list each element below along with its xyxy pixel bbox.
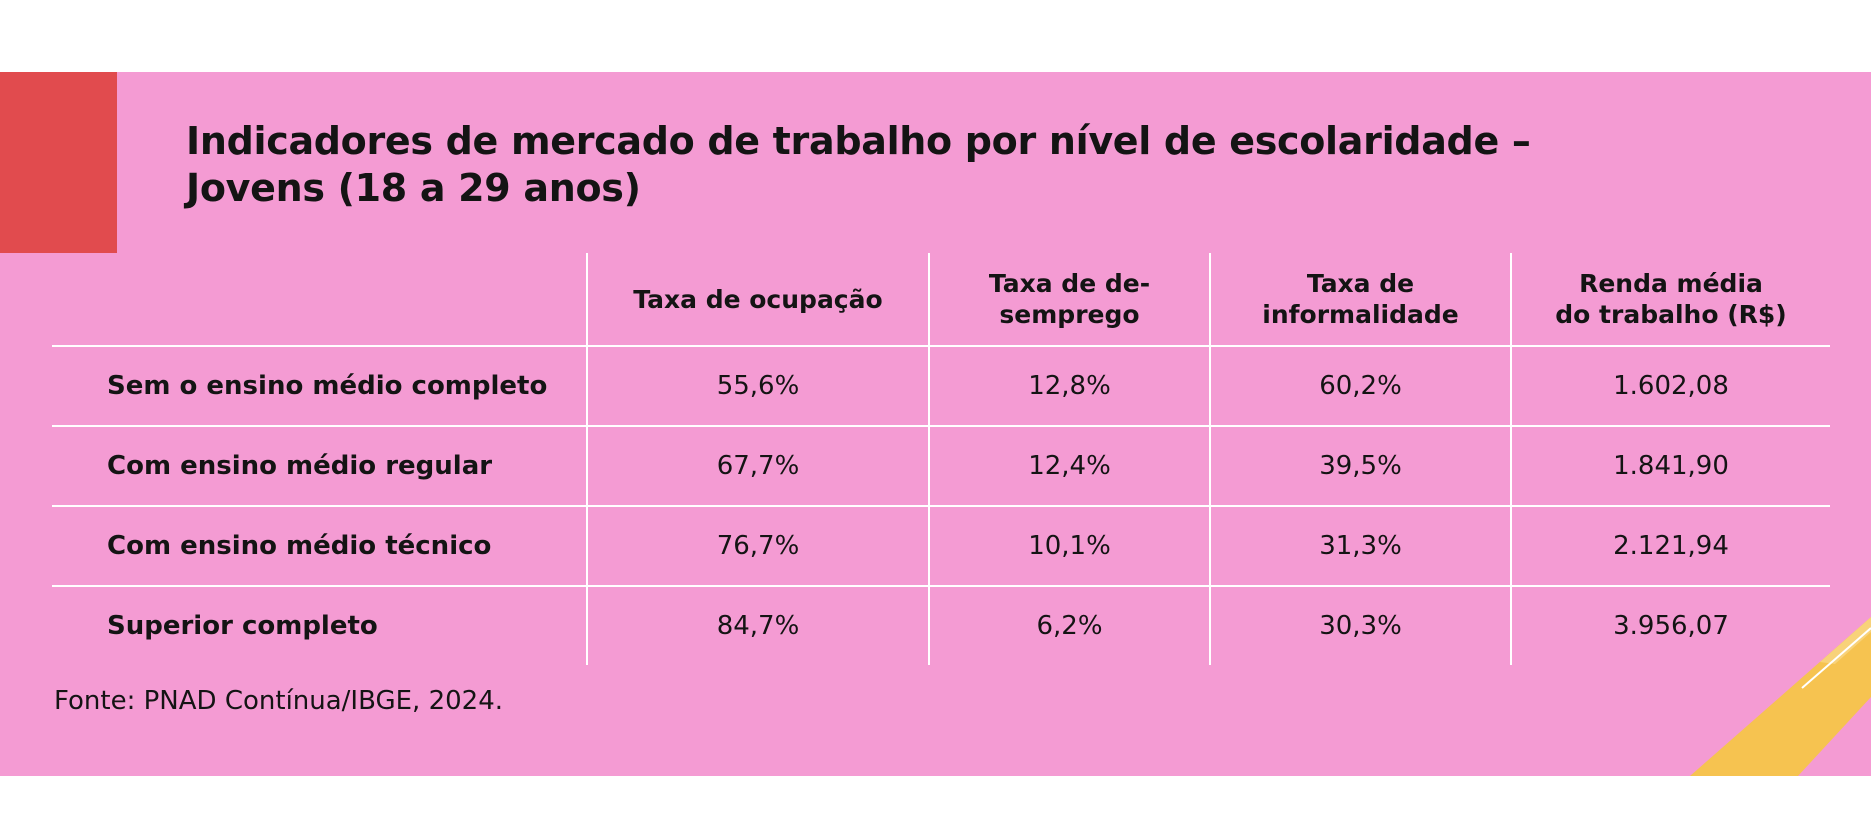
row-label: Com ensino médio regular: [107, 451, 493, 481]
table-row: Com ensino médio técnico 76,7% 10,1% 31,…: [52, 507, 1830, 587]
cell-taxa-ocupacao: 55,6%: [586, 347, 928, 425]
cell-taxa-desemprego: 12,4%: [928, 427, 1209, 505]
infographic-panel: Indicadores de mercado de trabalho por n…: [0, 72, 1871, 776]
cell-renda-media: 1.602,08: [1510, 347, 1830, 425]
cell-taxa-desemprego: 10,1%: [928, 507, 1209, 585]
title-line-2: Jovens (18 a 29 anos): [186, 166, 641, 210]
cell-renda-media: 1.841,90: [1510, 427, 1830, 505]
row-label: Superior completo: [107, 611, 378, 641]
table-header-row: Taxa de ocupação Taxa de de- semprego Ta…: [52, 253, 1830, 347]
title-line-1: Indicadores de mercado de trabalho por n…: [186, 119, 1531, 163]
table-row: Superior completo 84,7% 6,2% 30,3% 3.956…: [52, 587, 1830, 665]
cell-renda-media: 2.121,94: [1510, 507, 1830, 585]
header-taxa-ocupacao: Taxa de ocupação: [586, 253, 928, 345]
yellow-diagonal-stripe: [1690, 617, 1871, 776]
row-label: Sem o ensino médio completo: [107, 371, 548, 401]
indicators-table: Taxa de ocupação Taxa de de- semprego Ta…: [52, 253, 1830, 665]
table-row: Sem o ensino médio completo 55,6% 12,8% …: [52, 347, 1830, 427]
source-note: Fonte: PNAD Contínua/IBGE, 2024.: [54, 686, 504, 716]
cell-taxa-desemprego: 12,8%: [928, 347, 1209, 425]
cell-taxa-ocupacao: 76,7%: [586, 507, 928, 585]
cell-taxa-ocupacao: 67,7%: [586, 427, 928, 505]
header-taxa-informalidade: Taxa de informalidade: [1209, 253, 1510, 345]
cell-taxa-desemprego: 6,2%: [928, 587, 1209, 665]
cell-taxa-ocupacao: 84,7%: [586, 587, 928, 665]
header-taxa-desemprego: Taxa de de- semprego: [928, 253, 1209, 345]
page-title: Indicadores de mercado de trabalho por n…: [186, 118, 1531, 212]
header-renda-media: Renda média do trabalho (R$): [1510, 253, 1830, 345]
cell-taxa-informalidade: 31,3%: [1209, 507, 1510, 585]
cell-renda-media: 3.956,07: [1510, 587, 1830, 665]
row-label: Com ensino médio técnico: [107, 531, 492, 561]
cell-taxa-informalidade: 39,5%: [1209, 427, 1510, 505]
cell-taxa-informalidade: 30,3%: [1209, 587, 1510, 665]
cell-taxa-informalidade: 60,2%: [1209, 347, 1510, 425]
header-empty-cell: [52, 253, 586, 345]
table-row: Com ensino médio regular 67,7% 12,4% 39,…: [52, 427, 1830, 507]
red-corner-block: [0, 72, 117, 253]
